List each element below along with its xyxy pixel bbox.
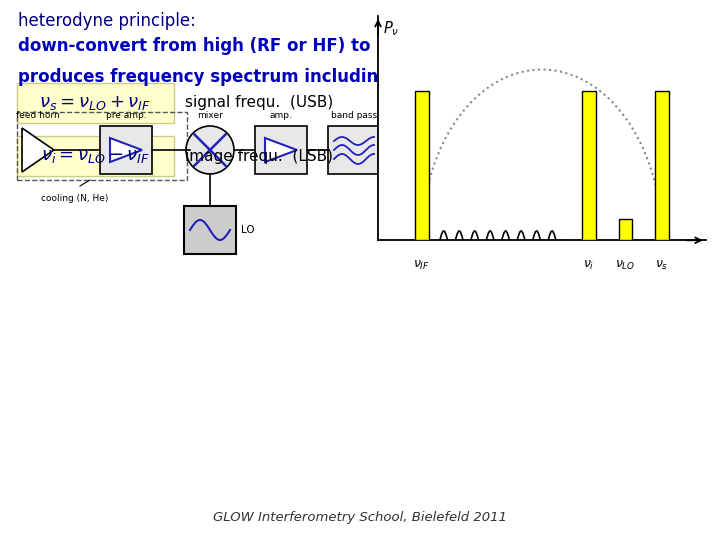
Polygon shape	[265, 138, 297, 162]
Bar	[100, 126, 152, 174]
Bar	[328, 126, 380, 174]
Bar	[184, 206, 236, 254]
Polygon shape	[110, 138, 142, 162]
Bar	[655, 91, 669, 240]
Text: $\nu_{IF}$: $\nu_{IF}$	[413, 259, 430, 272]
Text: $P_\nu$: $P_\nu$	[384, 19, 400, 38]
Circle shape	[186, 126, 234, 174]
Bar	[557, 136, 585, 156]
Text: down-convert from high (RF or HF) to intermediate frequency (IF): down-convert from high (RF or HF) to int…	[18, 37, 636, 55]
Text: cooling (N, He): cooling (N, He)	[41, 194, 109, 203]
Text: signal frequ.  (USB): signal frequ. (USB)	[185, 96, 333, 111]
Text: band pass: band pass	[331, 111, 377, 120]
Text: integrator: integrator	[548, 111, 594, 120]
Bar	[545, 126, 597, 174]
FancyBboxPatch shape	[17, 83, 174, 123]
Text: $\nu_i = \nu_{LO} - \nu_{IF}$: $\nu_i = \nu_{LO} - \nu_{IF}$	[40, 147, 150, 165]
Text: feed horn: feed horn	[16, 111, 60, 120]
Bar	[400, 126, 452, 174]
Text: heterodyne principle:: heterodyne principle:	[18, 12, 196, 30]
Text: $\nu_s$: $\nu_s$	[655, 259, 669, 272]
Text: GLOW Interferometry School, Bielefeld 2011: GLOW Interferometry School, Bielefeld 20…	[213, 511, 507, 524]
Text: $\nu_s = \nu_{LO} + \nu_{IF}$: $\nu_s = \nu_{LO} + \nu_{IF}$	[39, 94, 151, 112]
Polygon shape	[22, 128, 54, 172]
Text: amp.: amp.	[415, 111, 438, 120]
Bar	[618, 219, 632, 240]
Polygon shape	[410, 138, 442, 162]
Circle shape	[616, 126, 664, 174]
Text: $\nu_i$: $\nu_i$	[583, 259, 595, 272]
Text: image frequ.  (LSB): image frequ. (LSB)	[185, 148, 333, 164]
Text: mixer: mixer	[197, 111, 223, 120]
Bar	[472, 126, 524, 174]
Text: LO: LO	[241, 225, 255, 235]
Text: recorder: recorder	[621, 111, 660, 120]
Text: pre amp.: pre amp.	[106, 111, 146, 120]
FancyBboxPatch shape	[17, 136, 174, 176]
Text: $\nu_{LO}$: $\nu_{LO}$	[616, 259, 636, 272]
Text: amp.: amp.	[269, 111, 292, 120]
Text: produces frequency spectrum including: produces frequency spectrum including	[18, 68, 390, 86]
Text: detector: detector	[479, 111, 517, 120]
Bar	[415, 91, 428, 240]
Text: 7: 7	[491, 140, 505, 160]
Bar	[255, 126, 307, 174]
Bar	[582, 91, 596, 240]
